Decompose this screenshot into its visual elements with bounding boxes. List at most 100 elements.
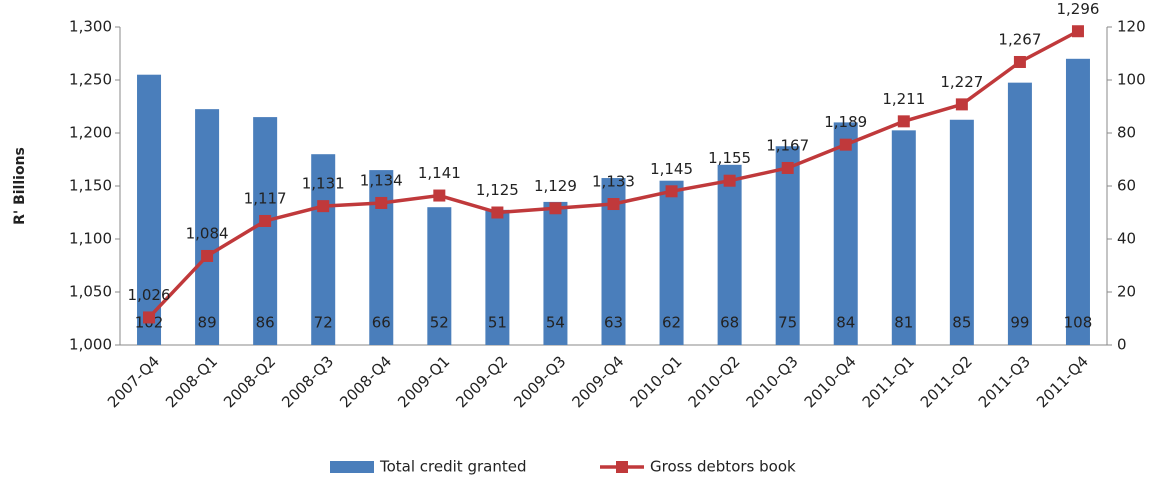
bar <box>659 180 684 345</box>
line-value-label: 1,131 <box>302 175 345 193</box>
x-tick-label: 2008-Q3 <box>278 352 337 411</box>
line-value-label: 1,211 <box>882 90 925 108</box>
x-tick-label: 2010-Q3 <box>743 352 802 411</box>
line-value-label: 1,227 <box>940 73 983 91</box>
y-tick-label: 1,200 <box>69 124 112 142</box>
bar-value-label: 63 <box>604 314 623 332</box>
line-value-label: 1,267 <box>998 30 1041 48</box>
line-marker <box>839 138 852 151</box>
line-value-label: 1,167 <box>766 136 809 154</box>
y2-tick-label: 80 <box>1117 124 1136 142</box>
line-value-label: 1,155 <box>708 149 751 167</box>
bar-value-label: 75 <box>778 314 797 332</box>
legend-swatch <box>330 461 374 473</box>
x-tick-label: 2009-Q4 <box>568 352 627 411</box>
bar <box>1007 82 1032 346</box>
line-marker <box>259 214 272 227</box>
x-tick-label: 2010-Q4 <box>801 352 860 411</box>
bar-value-label: 86 <box>256 314 275 332</box>
y2-tick-label: 60 <box>1117 177 1136 195</box>
line-marker <box>665 185 678 198</box>
bar <box>137 74 162 345</box>
bar-value-label: 84 <box>836 314 855 332</box>
line-value-label: 1,117 <box>244 189 287 207</box>
line-marker <box>375 196 388 209</box>
line-marker <box>723 174 736 187</box>
bar-value-label: 62 <box>662 314 681 332</box>
y2-tick-label: 0 <box>1117 336 1127 354</box>
legend-marker <box>616 461 628 473</box>
line-value-label: 1,134 <box>360 171 403 189</box>
x-tick-label: 2008-Q4 <box>336 352 395 411</box>
bar-value-label: 85 <box>952 314 971 332</box>
line-marker <box>143 311 156 324</box>
line-value-label: 1,189 <box>824 113 867 131</box>
bar <box>775 146 800 345</box>
line-marker <box>549 202 562 215</box>
line-value-label: 1,141 <box>418 164 461 182</box>
bar-value-label: 89 <box>198 314 217 332</box>
bar <box>717 164 742 345</box>
x-tick-label: 2009-Q1 <box>394 352 453 411</box>
y-axis-title: R' Billions <box>12 147 28 225</box>
bar <box>485 209 510 345</box>
y2-tick-label: 120 <box>1117 18 1146 36</box>
x-tick-label: 2011-Q2 <box>917 352 976 411</box>
line-value-label: 1,084 <box>186 224 229 242</box>
legend-label: Total credit granted <box>379 458 526 476</box>
x-tick-label: 2008-Q2 <box>220 352 279 411</box>
y-tick-label: 1,250 <box>69 71 112 89</box>
line-value-label: 1,026 <box>128 286 171 304</box>
line-value-label: 1,145 <box>650 160 693 178</box>
line-marker <box>897 115 910 128</box>
bar <box>311 154 336 345</box>
bar-value-label: 72 <box>314 314 333 332</box>
line-marker <box>1071 25 1084 38</box>
y-tick-label: 1,300 <box>69 18 112 36</box>
bar-value-label: 52 <box>430 314 449 332</box>
bar <box>833 122 858 346</box>
y-tick-label: 1,100 <box>69 230 112 248</box>
bar <box>949 119 974 345</box>
bar <box>1065 58 1090 346</box>
line-marker <box>781 161 794 174</box>
line-value-label: 1,296 <box>1056 0 1099 18</box>
x-tick-label: 2009-Q2 <box>452 352 511 411</box>
y-tick-label: 1,050 <box>69 283 112 301</box>
line-marker <box>607 198 620 211</box>
bar-value-label: 51 <box>488 314 507 332</box>
y-tick-label: 1,000 <box>69 336 112 354</box>
x-tick-label: 2010-Q2 <box>685 352 744 411</box>
line-marker <box>955 98 968 111</box>
bar-value-label: 108 <box>1064 314 1093 332</box>
line-marker <box>317 200 330 213</box>
line-marker <box>491 206 504 219</box>
bar <box>427 207 452 345</box>
line-marker <box>1013 55 1026 68</box>
x-tick-label: 2011-Q4 <box>1033 352 1092 411</box>
bar-value-label: 68 <box>720 314 739 332</box>
line-value-label: 1,133 <box>592 173 635 191</box>
x-tick-label: 2010-Q1 <box>627 352 686 411</box>
line-value-label: 1,125 <box>476 181 519 199</box>
line-value-label: 1,129 <box>534 177 577 195</box>
y-tick-label: 1,150 <box>69 177 112 195</box>
legend-label: Gross debtors book <box>650 458 796 476</box>
bar-value-label: 66 <box>372 314 391 332</box>
bar-value-label: 81 <box>894 314 913 332</box>
x-tick-label: 2007-Q4 <box>104 352 163 411</box>
bar-value-label: 99 <box>1010 314 1029 332</box>
bar <box>195 109 220 346</box>
line-marker <box>201 249 214 262</box>
y2-tick-label: 40 <box>1117 230 1136 248</box>
bar-value-label: 54 <box>546 314 565 332</box>
x-tick-label: 2009-Q3 <box>510 352 569 411</box>
y2-tick-label: 100 <box>1117 71 1146 89</box>
bar <box>543 201 568 345</box>
x-tick-label: 2008-Q1 <box>162 352 221 411</box>
y2-tick-label: 20 <box>1117 283 1136 301</box>
x-tick-label: 2011-Q1 <box>859 352 918 411</box>
line-marker <box>433 189 446 202</box>
bar <box>891 130 916 345</box>
